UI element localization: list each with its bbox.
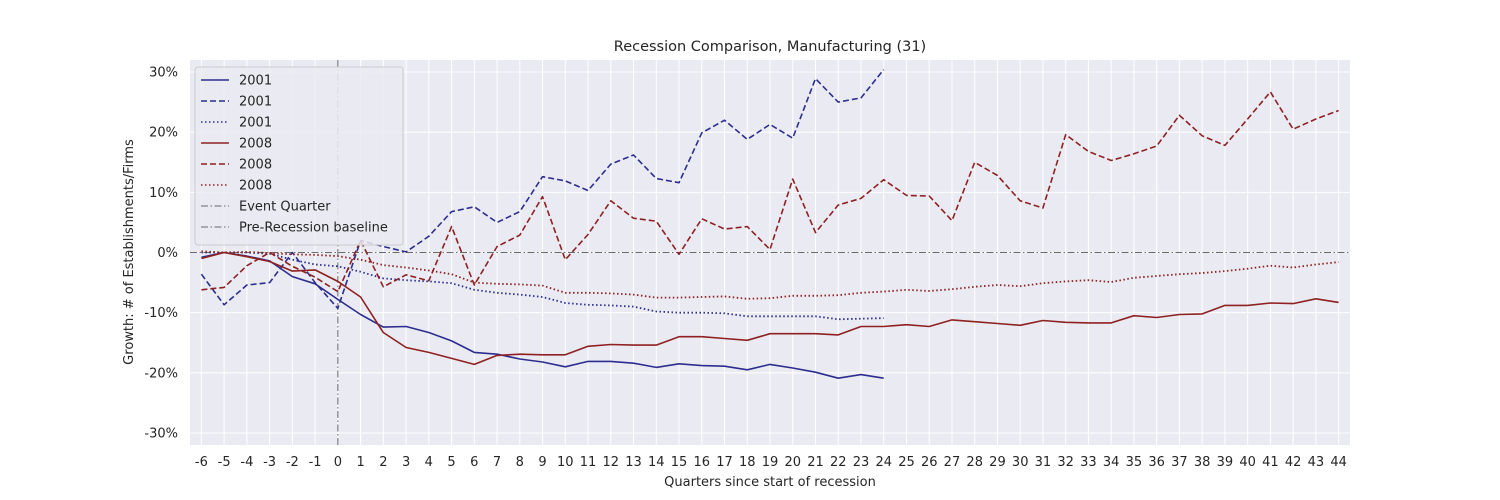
- x-tick-label: -2: [286, 455, 299, 470]
- x-tick-label: 44: [1330, 455, 1347, 470]
- y-tick-label: 0%: [157, 246, 178, 261]
- x-tick-label: 34: [1103, 455, 1120, 470]
- x-tick-label: 10: [557, 455, 574, 470]
- legend-label: Pre-Recession baseline: [239, 221, 388, 236]
- x-tick-label: 0: [334, 455, 342, 470]
- x-tick-label: 32: [1057, 455, 1074, 470]
- x-tick-label: 16: [693, 455, 710, 470]
- x-tick-label: 27: [944, 455, 961, 470]
- legend-label: 2001: [239, 95, 272, 110]
- y-axis: -30% -20% -10% 0% 10% 20% 30%: [144, 66, 178, 442]
- x-tick-label: -1: [309, 455, 322, 470]
- x-tick-label: 25: [898, 455, 915, 470]
- series-line-2008-solid: [201, 251, 1339, 366]
- legend-label: 2001: [239, 74, 272, 89]
- x-tick-label: -3: [263, 455, 276, 470]
- legend-label: 2001: [239, 116, 272, 131]
- x-tick-label: 36: [1148, 455, 1165, 470]
- x-tick-label: 17: [716, 455, 733, 470]
- legend-label: Event Quarter: [239, 200, 331, 215]
- y-tick-label: -10%: [144, 306, 178, 321]
- x-tick-label: 31: [1035, 455, 1052, 470]
- x-tick-label: 11: [580, 455, 597, 470]
- x-tick-label: 18: [739, 455, 756, 470]
- x-tick-label: 12: [603, 455, 620, 470]
- y-tick-label: -20%: [144, 366, 178, 381]
- series-lines: [200, 69, 1339, 380]
- x-tick-label: 22: [830, 455, 847, 470]
- x-tick-label: 23: [853, 455, 870, 470]
- y-tick-label: 10%: [149, 186, 178, 201]
- x-tick-label: 30: [1012, 455, 1029, 470]
- x-tick-label: 41: [1262, 455, 1279, 470]
- x-tick-label: 39: [1217, 455, 1234, 470]
- x-tick-label: 3: [402, 455, 410, 470]
- x-tick-label: 28: [966, 455, 983, 470]
- x-tick-label: 4: [425, 455, 433, 470]
- x-tick-label: 21: [807, 455, 824, 470]
- y-axis-label: Growth: # of Establishments/Firms: [122, 139, 137, 365]
- x-tick-label: 8: [516, 455, 524, 470]
- y-tick-label: -30%: [144, 426, 178, 441]
- x-tick-label: 35: [1126, 455, 1143, 470]
- x-tick-label: 2: [379, 455, 387, 470]
- chart-title: Recession Comparison, Manufacturing (31): [614, 39, 926, 55]
- x-tick-label: 42: [1285, 455, 1302, 470]
- x-tick-label: -5: [218, 455, 231, 470]
- x-axis-label: Quarters since start of recession: [664, 475, 876, 490]
- x-tick-label: 26: [921, 455, 938, 470]
- x-tick-label: 5: [447, 455, 455, 470]
- x-tick-label: 38: [1194, 455, 1211, 470]
- x-tick-label: 15: [671, 455, 688, 470]
- series-line-2008-dotted: [201, 250, 1339, 300]
- x-tick-label: 33: [1080, 455, 1097, 470]
- x-tick-label: 37: [1171, 455, 1188, 470]
- legend-label: 2008: [239, 137, 272, 152]
- y-tick-label: 30%: [149, 66, 178, 81]
- series-line-2001-dashed: [200, 69, 885, 310]
- legend-box: [194, 66, 404, 246]
- x-axis: -6 -5 -4 -3 -2 -1 0 1 2 3 4 5 6 7 8 9 10 11 12 13 14 15 16 17 18…: [195, 455, 1347, 470]
- legend: 2001 2001 2001 2008 2008 2008 Event Quarter Pre…: [194, 66, 404, 246]
- series-line-2008-dashed: [201, 91, 1339, 293]
- y-tick-label: 20%: [149, 126, 178, 141]
- x-tick-label: 20: [784, 455, 801, 470]
- x-tick-label: -6: [195, 455, 208, 470]
- x-tick-label: 24: [875, 455, 892, 470]
- legend-label: 2008: [239, 158, 272, 173]
- x-tick-label: 29: [989, 455, 1006, 470]
- x-tick-label: 9: [538, 455, 546, 470]
- x-tick-label: 7: [493, 455, 501, 470]
- x-tick-label: 6: [470, 455, 478, 470]
- x-tick-label: 40: [1239, 455, 1256, 470]
- x-tick-label: 43: [1308, 455, 1325, 470]
- x-tick-label: 13: [625, 455, 642, 470]
- x-tick-label: 14: [648, 455, 665, 470]
- x-tick-label: 19: [762, 455, 779, 470]
- x-tick-label: -4: [240, 455, 253, 470]
- x-tick-label: 1: [356, 455, 364, 470]
- legend-label: 2008: [239, 179, 272, 194]
